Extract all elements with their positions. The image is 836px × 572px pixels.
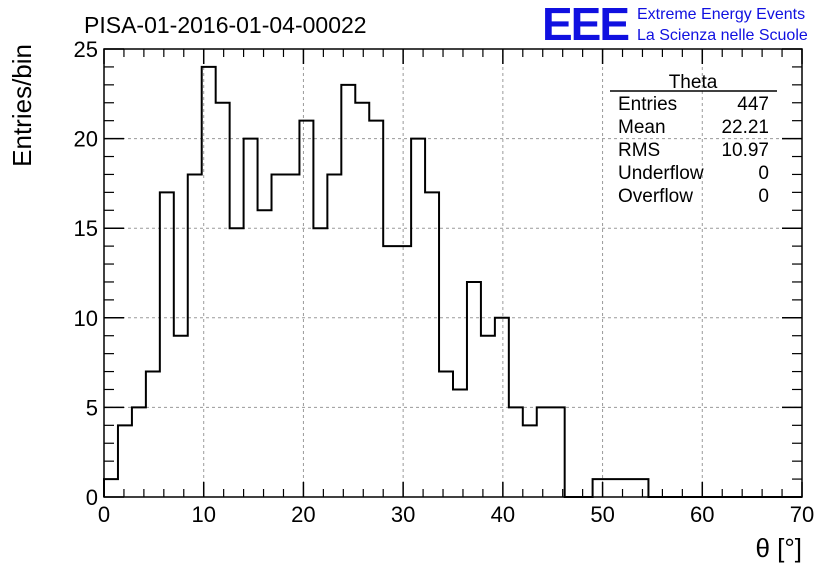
x-tick-label: 30	[391, 502, 415, 527]
y-tick-labels: 0 5 10 15 20 25	[74, 37, 98, 510]
y-tick-label: 20	[74, 127, 98, 152]
x-tick-label: 70	[790, 502, 814, 527]
histogram-step-line	[103, 65, 802, 498]
eee-logo-line1: Extreme Energy Events	[637, 6, 805, 23]
y-tick-label: 10	[74, 306, 98, 331]
y-tick-label: 25	[74, 37, 98, 62]
stats-title: Theta	[669, 72, 718, 93]
stats-value: 0	[758, 163, 769, 184]
x-tick-label: 10	[191, 502, 215, 527]
stats-label: Mean	[618, 117, 666, 138]
stats-label: Entries	[618, 94, 677, 115]
stats-value: 10.97	[721, 140, 769, 161]
stats-label: RMS	[618, 140, 660, 161]
y-tick-label: 0	[86, 485, 98, 510]
eee-logo-letters: EEE	[542, 0, 628, 50]
y-axis-title: Entries/bin	[7, 44, 37, 167]
x-tick-label: 20	[291, 502, 315, 527]
stats-value: 0	[758, 186, 769, 207]
x-tick-label: 50	[590, 502, 614, 527]
y-tick-label: 5	[86, 395, 98, 420]
stats-rows: Entries 447 Mean 22.21 RMS 10.97 Underflow 0 Ove…	[618, 94, 769, 207]
chart-title: PISA-01-2016-01-04-00022	[84, 12, 367, 38]
stats-label: Underflow	[618, 163, 704, 184]
axis-ticks	[103, 48, 803, 498]
stats-box: Theta Entries 447 Mean 22.21 RMS 10.97 Underfl…	[610, 72, 777, 207]
eee-logo-line2: La Scienza nelle Scuole	[637, 27, 808, 44]
x-axis-title: θ [°]	[755, 533, 802, 563]
x-tick-label: 60	[690, 502, 714, 527]
plot-frame	[103, 48, 803, 498]
x-tick-label: 40	[491, 502, 515, 527]
y-tick-label: 15	[74, 216, 98, 241]
stats-value: 447	[737, 94, 769, 115]
x-tick-labels: 0 10 20 30 40 50 60 70	[98, 502, 814, 527]
stats-value: 22.21	[721, 117, 769, 138]
eee-logo: EEE Extreme Energy Events La Scienza nel…	[542, 0, 808, 50]
x-tick-label: 0	[98, 502, 110, 527]
stats-label: Overflow	[618, 186, 693, 207]
grid-lines	[104, 49, 802, 497]
